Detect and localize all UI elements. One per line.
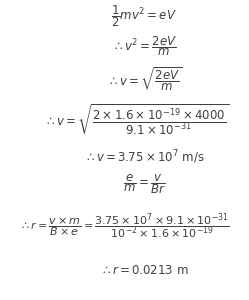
Text: $\dfrac{1}{2}mv^2 = eV$: $\dfrac{1}{2}mv^2 = eV$ [112, 4, 177, 29]
Text: $\therefore v^2 = \dfrac{2eV}{m}$: $\therefore v^2 = \dfrac{2eV}{m}$ [112, 35, 177, 58]
Text: $\therefore r = 0.0213 \mathrm{\ m}$: $\therefore r = 0.0213 \mathrm{\ m}$ [100, 263, 189, 277]
Text: $\therefore v = \sqrt{\dfrac{2eV}{m}}$: $\therefore v = \sqrt{\dfrac{2eV}{m}}$ [107, 66, 182, 93]
Text: $\dfrac{e}{m} = \dfrac{v}{Br}$: $\dfrac{e}{m} = \dfrac{v}{Br}$ [123, 173, 166, 196]
Text: $\therefore v = 3.75 \times 10^7 \mathrm{\ m/s}$: $\therefore v = 3.75 \times 10^7 \mathrm… [84, 149, 205, 166]
Text: $\therefore r = \dfrac{v \times m}{B \times e} = \dfrac{3.75 \times 10^7 \times : $\therefore r = \dfrac{v \times m}{B \ti… [19, 212, 230, 242]
Text: $\therefore v = \sqrt{\dfrac{2 \times 1.6 \times 10^{-19} \times 4000}{9.1 \time: $\therefore v = \sqrt{\dfrac{2 \times 1.… [44, 103, 230, 137]
